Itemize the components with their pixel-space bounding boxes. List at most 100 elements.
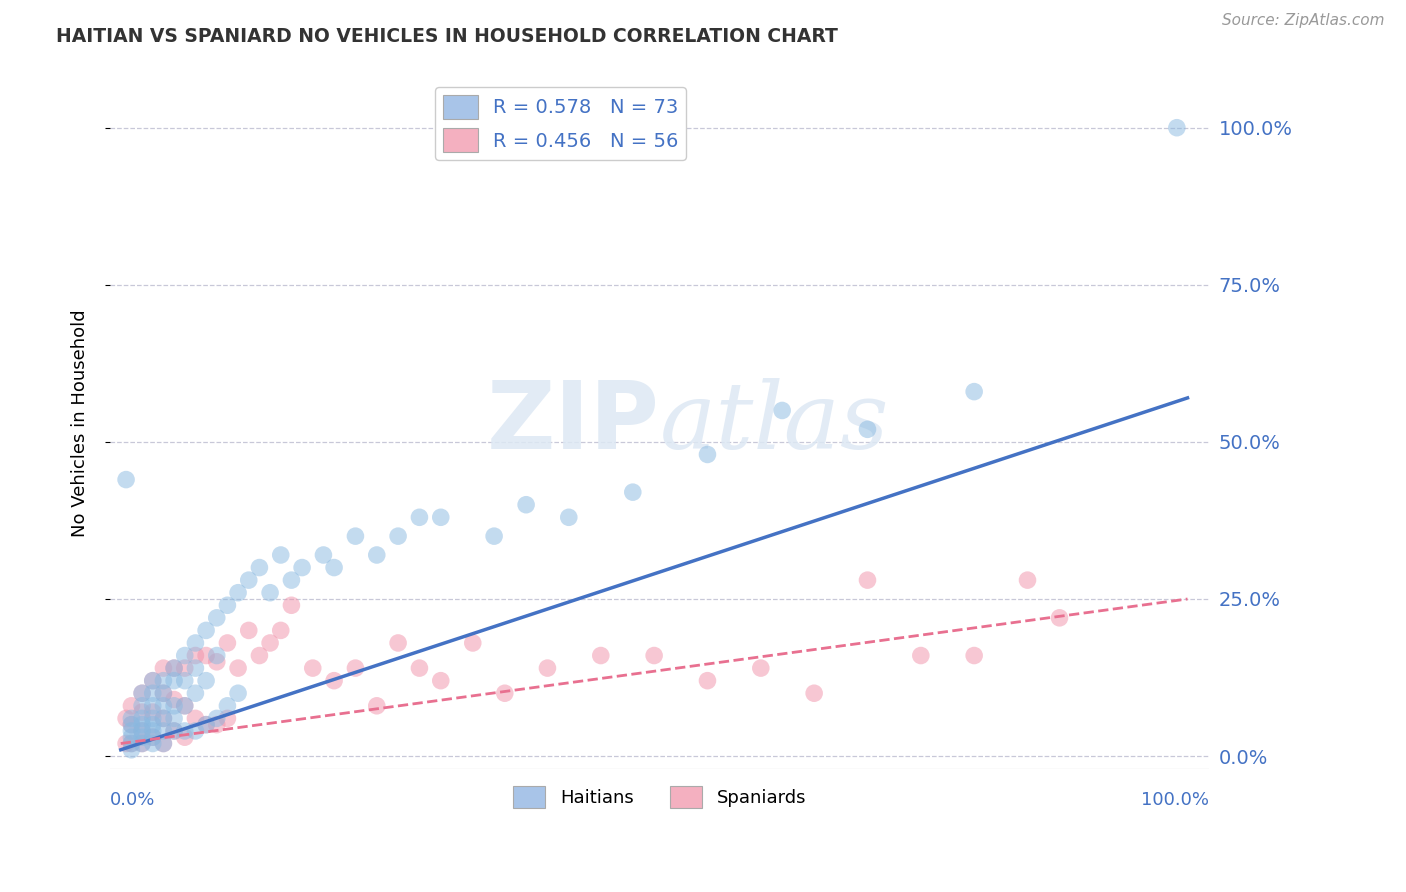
Legend: Haitians, Spaniards: Haitians, Spaniards [506, 779, 813, 815]
Text: 0.0%: 0.0% [110, 790, 156, 809]
Point [120, 737, 142, 751]
Point [131, 686, 153, 700]
Point [131, 705, 153, 719]
Point [163, 661, 186, 675]
Point [387, 529, 409, 543]
Point [142, 730, 165, 744]
Point [131, 730, 153, 744]
Point [238, 573, 260, 587]
Point [696, 447, 718, 461]
Point [142, 711, 165, 725]
Point [249, 560, 271, 574]
Point [195, 648, 218, 663]
Text: ZIP: ZIP [486, 377, 659, 469]
Point [142, 673, 165, 688]
Point [152, 737, 174, 751]
Point [494, 686, 516, 700]
Point [366, 548, 388, 562]
Point [366, 698, 388, 713]
Point [173, 698, 195, 713]
Point [429, 673, 451, 688]
Point [195, 673, 218, 688]
Text: Source: ZipAtlas.com: Source: ZipAtlas.com [1222, 13, 1385, 29]
Point [120, 743, 142, 757]
Point [184, 711, 207, 725]
Point [152, 686, 174, 700]
Point [131, 723, 153, 738]
Point [184, 661, 207, 675]
Point [142, 717, 165, 731]
Point [749, 661, 772, 675]
Point [173, 661, 195, 675]
Point [963, 648, 986, 663]
Point [173, 673, 195, 688]
Point [142, 698, 165, 713]
Point [120, 730, 142, 744]
Point [238, 624, 260, 638]
Point [152, 698, 174, 713]
Point [142, 705, 165, 719]
Point [115, 737, 138, 751]
Point [120, 717, 142, 731]
Point [323, 673, 346, 688]
Text: 100.0%: 100.0% [1140, 790, 1209, 809]
Point [217, 698, 239, 713]
Text: atlas: atlas [659, 378, 889, 468]
Point [249, 648, 271, 663]
Point [482, 529, 505, 543]
Point [184, 648, 207, 663]
Point [696, 673, 718, 688]
Point [131, 737, 153, 751]
Point [152, 661, 174, 675]
Point [217, 636, 239, 650]
Point [131, 717, 153, 731]
Point [173, 648, 195, 663]
Point [226, 661, 249, 675]
Point [803, 686, 825, 700]
Point [131, 698, 153, 713]
Point [270, 548, 292, 562]
Point [152, 723, 174, 738]
Point [195, 717, 218, 731]
Point [152, 711, 174, 725]
Point [1166, 120, 1188, 135]
Point [643, 648, 665, 663]
Point [323, 560, 346, 574]
Point [536, 661, 558, 675]
Point [205, 655, 228, 669]
Point [184, 686, 207, 700]
Point [152, 673, 174, 688]
Point [770, 403, 793, 417]
Point [195, 717, 218, 731]
Point [120, 723, 142, 738]
Point [184, 636, 207, 650]
Point [142, 723, 165, 738]
Point [115, 711, 138, 725]
Point [131, 723, 153, 738]
Point [131, 711, 153, 725]
Point [120, 711, 142, 725]
Point [429, 510, 451, 524]
Point [163, 723, 186, 738]
Y-axis label: No Vehicles in Household: No Vehicles in Household [72, 310, 89, 537]
Point [163, 692, 186, 706]
Point [259, 585, 281, 599]
Point [120, 737, 142, 751]
Point [291, 560, 314, 574]
Point [195, 624, 218, 638]
Point [131, 737, 153, 751]
Point [205, 717, 228, 731]
Point [205, 611, 228, 625]
Point [115, 473, 138, 487]
Point [280, 573, 302, 587]
Point [963, 384, 986, 399]
Point [344, 661, 367, 675]
Text: HAITIAN VS SPANIARD NO VEHICLES IN HOUSEHOLD CORRELATION CHART: HAITIAN VS SPANIARD NO VEHICLES IN HOUSE… [56, 27, 838, 45]
Point [142, 686, 165, 700]
Point [589, 648, 612, 663]
Point [163, 698, 186, 713]
Point [910, 648, 932, 663]
Point [408, 510, 430, 524]
Point [280, 599, 302, 613]
Point [301, 661, 323, 675]
